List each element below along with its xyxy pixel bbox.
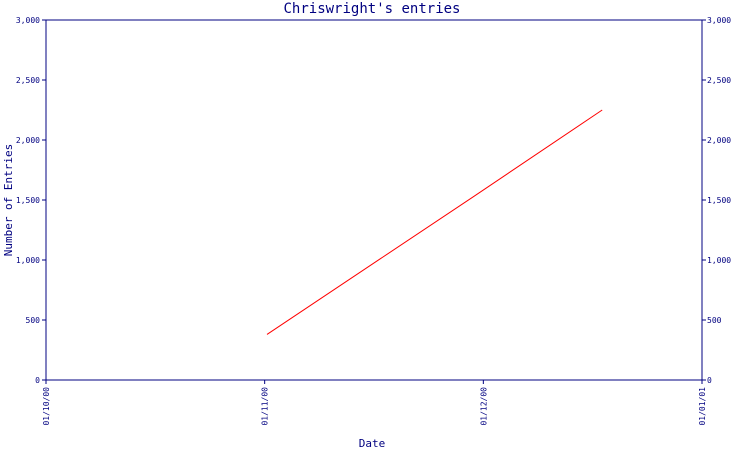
y-tick-label-right: 1,500	[707, 196, 731, 205]
x-axis-label: Date	[359, 437, 386, 450]
y-tick-label-left: 1,500	[16, 196, 40, 205]
plot-frame	[45, 19, 703, 381]
y-axis-label: Number of Entries	[2, 144, 15, 257]
y-tick-label-left: 2,500	[16, 76, 40, 85]
y-tick-label-right: 2,000	[707, 136, 731, 145]
y-tick-label-right: 0	[707, 376, 712, 385]
y-axis-left: 0 500 1,000 1,500 2,000 2,500 3,000	[16, 16, 46, 385]
x-tick-label: 01/11/00	[261, 387, 270, 426]
y-tick-label-left: 1,000	[16, 256, 40, 265]
series-group	[266, 109, 603, 335]
y-tick-label-left: 2,000	[16, 136, 40, 145]
y-tick-label-left: 500	[26, 316, 41, 325]
x-tick-label: 01/01/01	[698, 387, 707, 426]
x-tick-label: 01/12/00	[479, 387, 488, 426]
y-tick-label-right: 500	[707, 316, 722, 325]
y-axis-right: 0 500 1,000 1,500 2,000 2,500 3,000	[702, 16, 731, 385]
y-tick-label-left: 0	[35, 376, 40, 385]
x-tick-label: 01/10/00	[42, 387, 51, 426]
y-tick-label-right: 1,000	[707, 256, 731, 265]
y-tick-label-left: 3,000	[16, 16, 40, 25]
y-tick-label-right: 2,500	[707, 76, 731, 85]
y-tick-label-right: 3,000	[707, 16, 731, 25]
chart-title: Chriswright's entries	[283, 1, 460, 17]
x-axis: 01/10/00 01/11/00 01/12/00 01/01/01	[42, 380, 707, 426]
series-line	[266, 109, 603, 335]
